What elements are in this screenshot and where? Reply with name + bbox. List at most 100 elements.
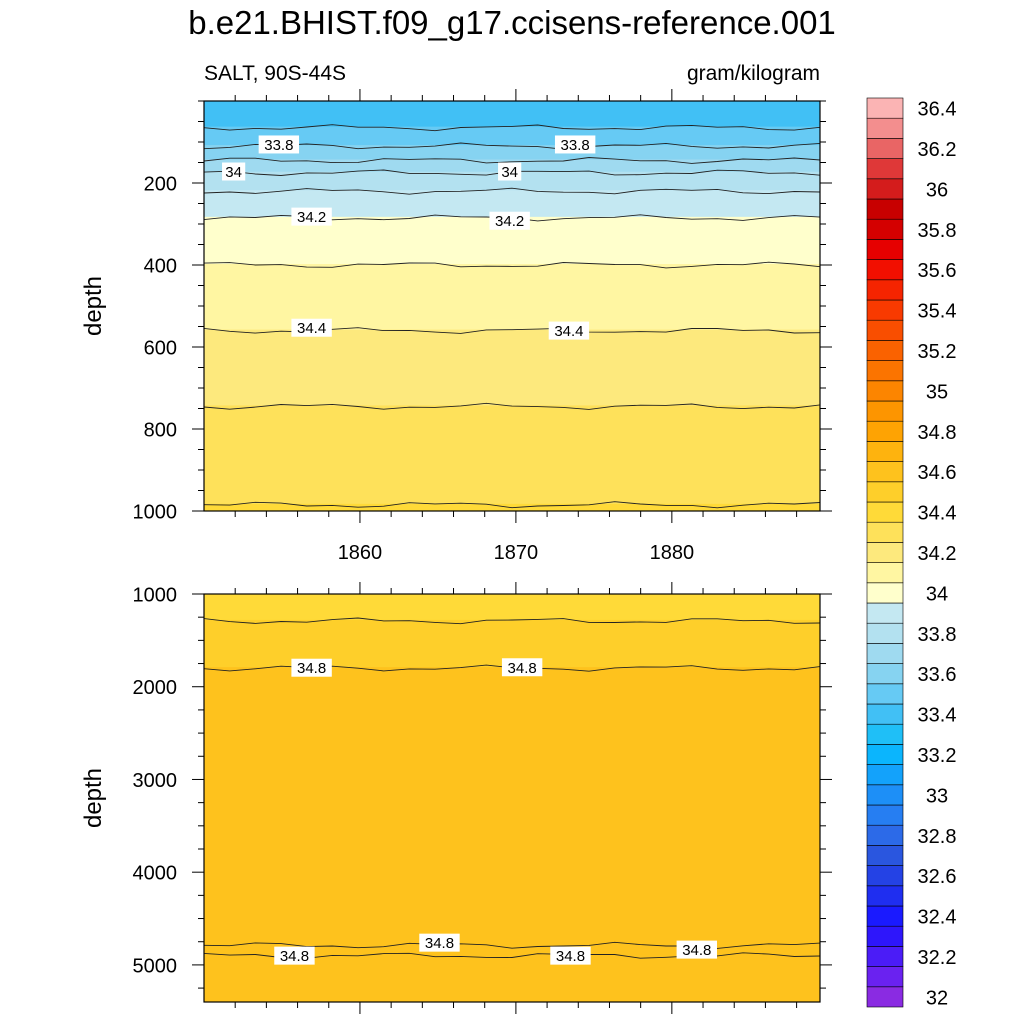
colorbar-label: 33.6 [918,664,957,686]
colorbar-label: 34.2 [918,543,957,565]
colorbar-label: 34.4 [918,503,957,525]
colorbar-swatch [866,744,904,765]
colorbar-swatch [866,582,904,604]
colorbar-label: 36.4 [918,99,957,121]
colorbar-swatch [866,501,904,523]
colorbar-label: 32.6 [918,866,957,888]
salinity-band [204,126,820,148]
colorbar-label: 34.6 [918,462,957,484]
colorbar-swatch [866,441,904,462]
svg-text:33.8: 33.8 [561,137,590,154]
contour-label: 34 [498,162,522,181]
colorbar-swatch [866,420,904,442]
colorbar-swatch [866,542,904,563]
contour-label: 34.8 [291,658,332,677]
x-tick-label: 1870 [494,542,539,564]
colorbar-swatch [866,986,904,1008]
colorbar-swatch [866,966,904,988]
colorbar: 32 32.2 32.4 32.6 32.8 33 33.2 33.4 33.6 33.8 34 34… [866,97,957,1009]
y-axis-label: depth [80,768,107,828]
svg-text:34.8: 34.8 [425,935,454,952]
contour-label: 34.8 [550,946,591,965]
colorbar-swatch [866,784,904,806]
svg-text:34.8: 34.8 [556,948,585,965]
colorbar-label: 32 [926,987,948,1009]
colorbar-swatch [866,703,904,725]
colorbar-label: 35.8 [918,220,957,242]
colorbar-swatch [866,340,904,361]
contour-line [204,261,820,269]
y-tick-label: 400 [144,256,177,278]
units-label: gram/kilogram [686,62,820,85]
colorbar-label: 33.4 [918,705,957,727]
contour-label: 34.8 [274,946,315,965]
lower-panel: 34.8 34.8 34.8 34.8 34.8 34.8 1000 2000 3000 4000… [80,582,832,1014]
chart-title: b.e21.BHIST.f09_g17.ccisens-reference.00… [188,4,836,41]
colorbar-swatch [866,804,904,826]
colorbar-swatch [866,683,904,705]
colorbar-swatch [866,239,904,260]
colorbar-swatch [866,602,904,624]
colorbar-label: 32.4 [918,907,957,929]
colorbar-swatch [866,622,904,644]
colorbar-swatch [866,865,904,887]
y-tick-label: 5000 [133,955,178,977]
colorbar-label: 36 [926,179,948,201]
salinity-band [204,171,820,193]
y-tick-label: 4000 [133,863,178,885]
salinity-band [204,329,820,408]
svg-text:34: 34 [225,164,242,181]
colorbar-swatch [866,360,904,382]
colorbar-swatch [866,97,904,119]
upper-panel: 33.8 33.8 34 34 34.2 34.2 34.4 34.4 200 400 600 800… [80,89,832,564]
colorbar-label: 35 [926,381,948,403]
colorbar-label: 33.8 [918,624,957,646]
colorbar-swatch [866,562,904,584]
contour-line [204,501,820,509]
svg-text:34.8: 34.8 [280,948,309,965]
colorbar-label: 33.2 [918,745,957,767]
svg-text:34.8: 34.8 [682,942,711,959]
colorbar-label: 35.4 [918,301,957,323]
contour-line [204,157,820,164]
contour-line [204,187,820,195]
colorbar-swatch [866,400,904,422]
colorbar-swatch [866,380,904,402]
colorbar-swatch [866,925,904,947]
colorbar-swatch [866,218,904,240]
colorbar-swatch [866,138,904,159]
colorbar-swatch [866,279,904,301]
x-tick-label: 1860 [338,542,383,564]
colorbar-swatch [866,845,904,866]
svg-text:34.2: 34.2 [495,213,524,230]
contour-label: 34.8 [419,933,460,952]
colorbar-swatch [866,764,904,786]
colorbar-swatch [866,905,904,927]
colorbar-label: 34 [926,583,948,605]
contour-label: 34.8 [676,940,717,959]
contour-label: 34.4 [291,318,332,337]
colorbar-swatch [866,824,904,846]
svg-text:33.8: 33.8 [264,137,293,154]
colorbar-swatch [866,643,904,664]
contour-label: 33.8 [554,135,596,154]
contour-line [204,142,820,150]
contour-line [204,402,820,410]
contour-label: 34.2 [291,207,332,226]
contour-line [204,941,820,949]
contour-label: 34.2 [489,211,530,230]
y-tick-label: 3000 [133,770,178,792]
svg-text:34.4: 34.4 [554,323,583,340]
colorbar-label: 32.2 [918,947,957,969]
contour-line [204,617,820,625]
svg-text:34.2: 34.2 [297,209,326,226]
colorbar-swatch [866,178,904,200]
plot-frame [203,593,821,1003]
y-tick-label: 1000 [133,502,178,524]
contour-line [204,124,820,132]
contour-label: 34.4 [548,321,590,340]
y-tick-label: 2000 [133,677,178,699]
salinity-band [204,667,820,947]
contour-label: 33.8 [258,135,300,154]
